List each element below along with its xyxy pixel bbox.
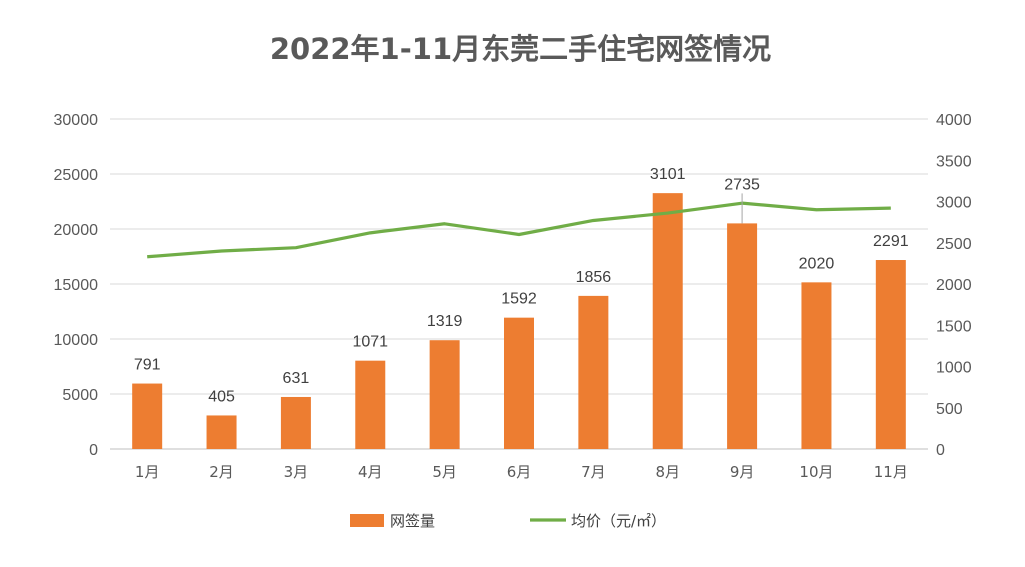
category-axis: 1月 2月 3月 4月 5月 6月 7月 8月 9月 10月 11月 (135, 463, 908, 481)
legend-label-bar: 网签量 (390, 512, 435, 530)
legend: 网签量 均价（元/㎡） (350, 512, 666, 530)
bar (875, 260, 906, 449)
right-tick-label: 4000 (936, 112, 972, 129)
bar-data-label: 791 (134, 357, 161, 374)
bar-data-label: 2291 (873, 233, 909, 250)
right-tick-label: 500 (936, 401, 963, 418)
right-tick-label: 1500 (936, 318, 972, 335)
left-tick-label: 0 (89, 442, 98, 459)
right-axis: 0 500 1000 1500 2000 2500 3000 3500 4000 (936, 112, 972, 459)
category-label: 8月 (655, 463, 680, 481)
left-tick-label: 25000 (54, 167, 99, 184)
category-label: 5月 (432, 463, 457, 481)
price-line (147, 201, 891, 259)
bar-data-label: 405 (208, 388, 235, 405)
category-label: 4月 (358, 463, 383, 481)
right-tick-label: 0 (936, 442, 945, 459)
left-tick-label: 10000 (54, 332, 99, 349)
legend-swatch-bar (350, 514, 384, 527)
bar (355, 360, 386, 449)
bar-data-label: 1592 (501, 291, 537, 308)
bar-series (132, 193, 906, 449)
bar-data-label: 1856 (576, 269, 612, 286)
bar (801, 282, 832, 449)
bar (578, 295, 609, 449)
bar (280, 396, 311, 449)
bar-data-label: 2735 (724, 176, 760, 193)
bar (504, 317, 534, 449)
right-tick-label: 2500 (936, 236, 972, 253)
bar-data-label: 1319 (427, 313, 463, 330)
category-label: 7月 (581, 463, 606, 481)
bar-data-label: 3101 (650, 166, 686, 183)
category-label: 1月 (135, 463, 160, 481)
bar-data-label: 631 (283, 370, 310, 387)
category-label: 9月 (730, 463, 755, 481)
bar-data-label: 2020 (799, 255, 835, 272)
bar (727, 223, 758, 449)
left-tick-label: 30000 (54, 112, 99, 129)
left-axis: 0 5000 10000 15000 20000 25000 30000 (54, 112, 99, 459)
chart-title: 2022年1-11月东莞二手住宅网签情况 (269, 32, 772, 66)
right-tick-label: 2000 (936, 277, 972, 294)
right-tick-label: 3000 (936, 195, 972, 212)
right-tick-label: 1000 (936, 360, 972, 377)
data-labels: 791 405 631 1071 1319 1592 1856 3101 2735 2020 229… (134, 166, 909, 405)
bar (429, 340, 460, 449)
category-label: 6月 (507, 463, 532, 481)
bar (206, 415, 237, 449)
category-label: 11月 (874, 463, 908, 481)
category-label: 3月 (284, 463, 309, 481)
legend-label-line: 均价（元/㎡） (571, 512, 666, 530)
left-tick-label: 15000 (54, 277, 99, 294)
right-tick-label: 3500 (936, 153, 972, 170)
category-label: 2月 (209, 463, 234, 481)
left-tick-label: 20000 (54, 222, 99, 239)
bar (652, 193, 683, 449)
bar-data-label: 1071 (352, 334, 388, 351)
line-series (147, 201, 891, 259)
left-tick-label: 5000 (62, 387, 98, 404)
category-label: 10月 (799, 463, 833, 481)
bar (132, 383, 163, 449)
